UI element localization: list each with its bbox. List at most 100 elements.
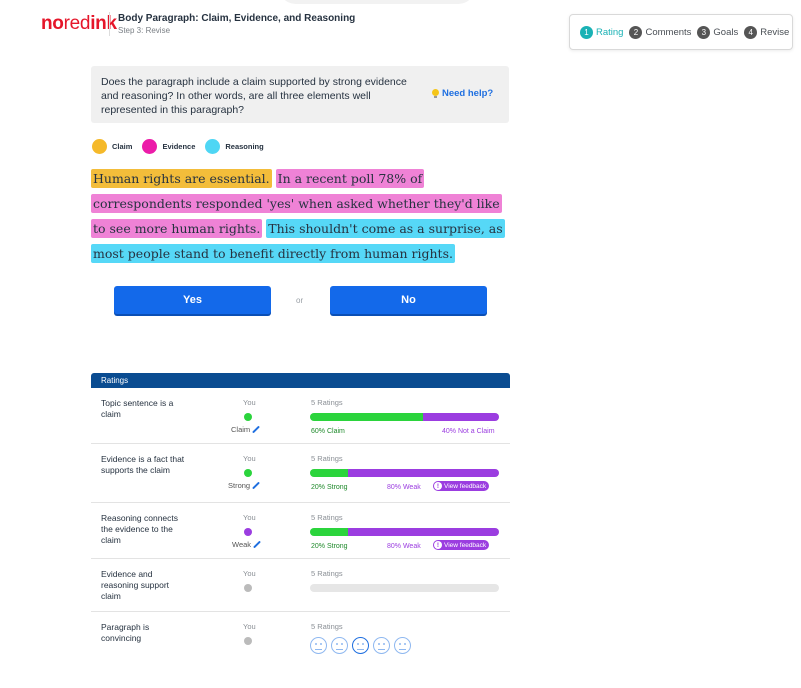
criterion-label: Paragraph is convincing bbox=[101, 622, 150, 643]
reasoning-swatch bbox=[205, 139, 221, 154]
rating-row-claim: Topic sentence is a claim You Claim 5 Ra… bbox=[91, 388, 510, 444]
ratings-bar-empty bbox=[310, 584, 499, 592]
face-convincing-icon[interactable] bbox=[373, 637, 390, 654]
you-rating-value[interactable]: Claim bbox=[231, 425, 260, 434]
bar-label-b: 80% Weak bbox=[387, 484, 421, 491]
alert-icon: ! bbox=[434, 482, 442, 490]
you-rating-text: Weak bbox=[232, 540, 252, 549]
step-label: Revise bbox=[760, 26, 790, 38]
you-rating-value[interactable]: Strong bbox=[228, 481, 260, 490]
ratings-count: 5 Ratings bbox=[311, 398, 343, 407]
you-label: You bbox=[243, 513, 256, 522]
legend-evidence: Evidence bbox=[142, 139, 195, 154]
ratings-count: 5 Ratings bbox=[311, 454, 343, 463]
top-tab bbox=[278, 0, 476, 4]
evidence-swatch bbox=[142, 139, 158, 154]
face-unconvincing-icon[interactable] bbox=[331, 637, 348, 654]
bar-label-a: 60% Claim bbox=[311, 428, 345, 435]
bar-segment-strong bbox=[310, 528, 348, 536]
you-label: You bbox=[243, 569, 256, 578]
claim-swatch bbox=[92, 139, 107, 154]
view-feedback-button[interactable]: ! View feedback bbox=[433, 481, 490, 491]
you-label: You bbox=[243, 454, 256, 463]
bar-label-b: 40% Not a Claim bbox=[442, 428, 495, 435]
you-rating-dot bbox=[244, 413, 252, 421]
yes-button[interactable]: Yes bbox=[114, 286, 271, 314]
you-rating-value[interactable]: Weak bbox=[232, 540, 261, 549]
edit-pencil-icon[interactable] bbox=[252, 426, 260, 434]
or-separator: or bbox=[296, 296, 304, 305]
bar-label-a: 20% Strong bbox=[311, 543, 348, 550]
ratings-bar bbox=[310, 413, 499, 421]
face-neutral-icon[interactable] bbox=[352, 637, 369, 654]
step-comments[interactable]: 2 Comments bbox=[629, 25, 692, 39]
step-label: Comments bbox=[645, 26, 692, 38]
step-progress: 1 Rating 2 Comments 3 Goals 4 Revise bbox=[569, 14, 793, 50]
bar-segment-claim bbox=[310, 413, 424, 421]
ratings-bar bbox=[310, 469, 499, 477]
view-feedback-button[interactable]: ! View feedback bbox=[433, 540, 490, 550]
you-rating-text: Strong bbox=[228, 481, 251, 490]
rating-row-evidence: Evidence is a fact that supports the cla… bbox=[91, 444, 510, 503]
feedback-label: View feedback bbox=[444, 482, 487, 490]
alert-icon: ! bbox=[434, 541, 442, 549]
ratings-header: Ratings bbox=[91, 373, 510, 388]
you-label: You bbox=[243, 398, 256, 407]
lightbulb-icon bbox=[432, 88, 439, 99]
assignment-step: Step 3: Revise bbox=[118, 26, 171, 35]
need-help-label: Need help? bbox=[442, 88, 494, 99]
ratings-table: Ratings Topic sentence is a claim You Cl… bbox=[91, 373, 510, 666]
rating-row-reasoning: Reasoning connects the evidence to the c… bbox=[91, 503, 510, 559]
you-label: You bbox=[243, 622, 256, 631]
criterion-label: Reasoning connects the evidence to the c… bbox=[101, 513, 179, 545]
rating-row-convincing: Paragraph is convincing You 5 Ratings bbox=[91, 612, 510, 666]
feedback-label: View feedback bbox=[444, 541, 487, 549]
question-box: Does the paragraph include a claim suppo… bbox=[91, 66, 509, 123]
bar-label-a: 20% Strong bbox=[311, 484, 348, 491]
criterion-label: Topic sentence is a claim bbox=[101, 398, 174, 419]
step-revise[interactable]: 4 Revise bbox=[744, 25, 790, 39]
step-number: 2 bbox=[629, 25, 643, 39]
bar-segment-strong bbox=[310, 469, 348, 477]
you-rating-dot bbox=[244, 528, 252, 536]
you-rating-text: Claim bbox=[231, 425, 251, 434]
you-rating-dot bbox=[244, 469, 252, 477]
legend-claim: Claim bbox=[92, 139, 132, 154]
bar-segment-not-claim bbox=[423, 413, 499, 421]
face-very-convincing-icon[interactable] bbox=[394, 637, 411, 654]
bar-segment-weak bbox=[347, 469, 499, 477]
step-number: 4 bbox=[744, 25, 758, 39]
you-rating-dot bbox=[244, 637, 252, 645]
ratings-count: 5 Ratings bbox=[311, 622, 343, 631]
convincing-faces bbox=[310, 637, 411, 654]
step-rating[interactable]: 1 Rating bbox=[580, 25, 624, 39]
rating-row-support: Evidence and reasoning support claim You… bbox=[91, 559, 510, 612]
criterion-label: Evidence and reasoning support claim bbox=[101, 569, 170, 601]
step-label: Goals bbox=[713, 26, 739, 38]
need-help-link[interactable]: Need help? bbox=[432, 88, 493, 99]
ratings-bar bbox=[310, 528, 499, 536]
highlight-legend: Claim Evidence Reasoning bbox=[92, 139, 264, 154]
step-label: Rating bbox=[596, 26, 624, 38]
no-button[interactable]: No bbox=[330, 286, 487, 314]
ratings-count: 5 Ratings bbox=[311, 569, 343, 578]
ratings-count: 5 Ratings bbox=[311, 513, 343, 522]
step-goals[interactable]: 3 Goals bbox=[697, 25, 739, 39]
question-text: Does the paragraph include a claim suppo… bbox=[101, 76, 407, 116]
legend-label: Evidence bbox=[162, 142, 196, 151]
student-paragraph: Human rights are essential. In a recent … bbox=[91, 166, 511, 266]
bar-label-b: 80% Weak bbox=[387, 543, 421, 550]
legend-label: Claim bbox=[112, 142, 133, 151]
noredink-logo[interactable]: noredink bbox=[41, 13, 117, 34]
bar-segment-weak bbox=[347, 528, 499, 536]
face-very-unconvincing-icon[interactable] bbox=[310, 637, 327, 654]
edit-pencil-icon[interactable] bbox=[253, 541, 261, 549]
edit-pencil-icon[interactable] bbox=[252, 482, 260, 490]
step-number: 3 bbox=[697, 25, 711, 39]
assignment-title: Body Paragraph: Claim, Evidence, and Rea… bbox=[118, 13, 356, 24]
criterion-label: Evidence is a fact that supports the cla… bbox=[101, 454, 185, 475]
claim-highlight: Human rights are essential. bbox=[91, 169, 272, 188]
you-rating-dot bbox=[244, 584, 252, 592]
step-number: 1 bbox=[580, 25, 593, 39]
legend-label: Reasoning bbox=[225, 142, 264, 151]
